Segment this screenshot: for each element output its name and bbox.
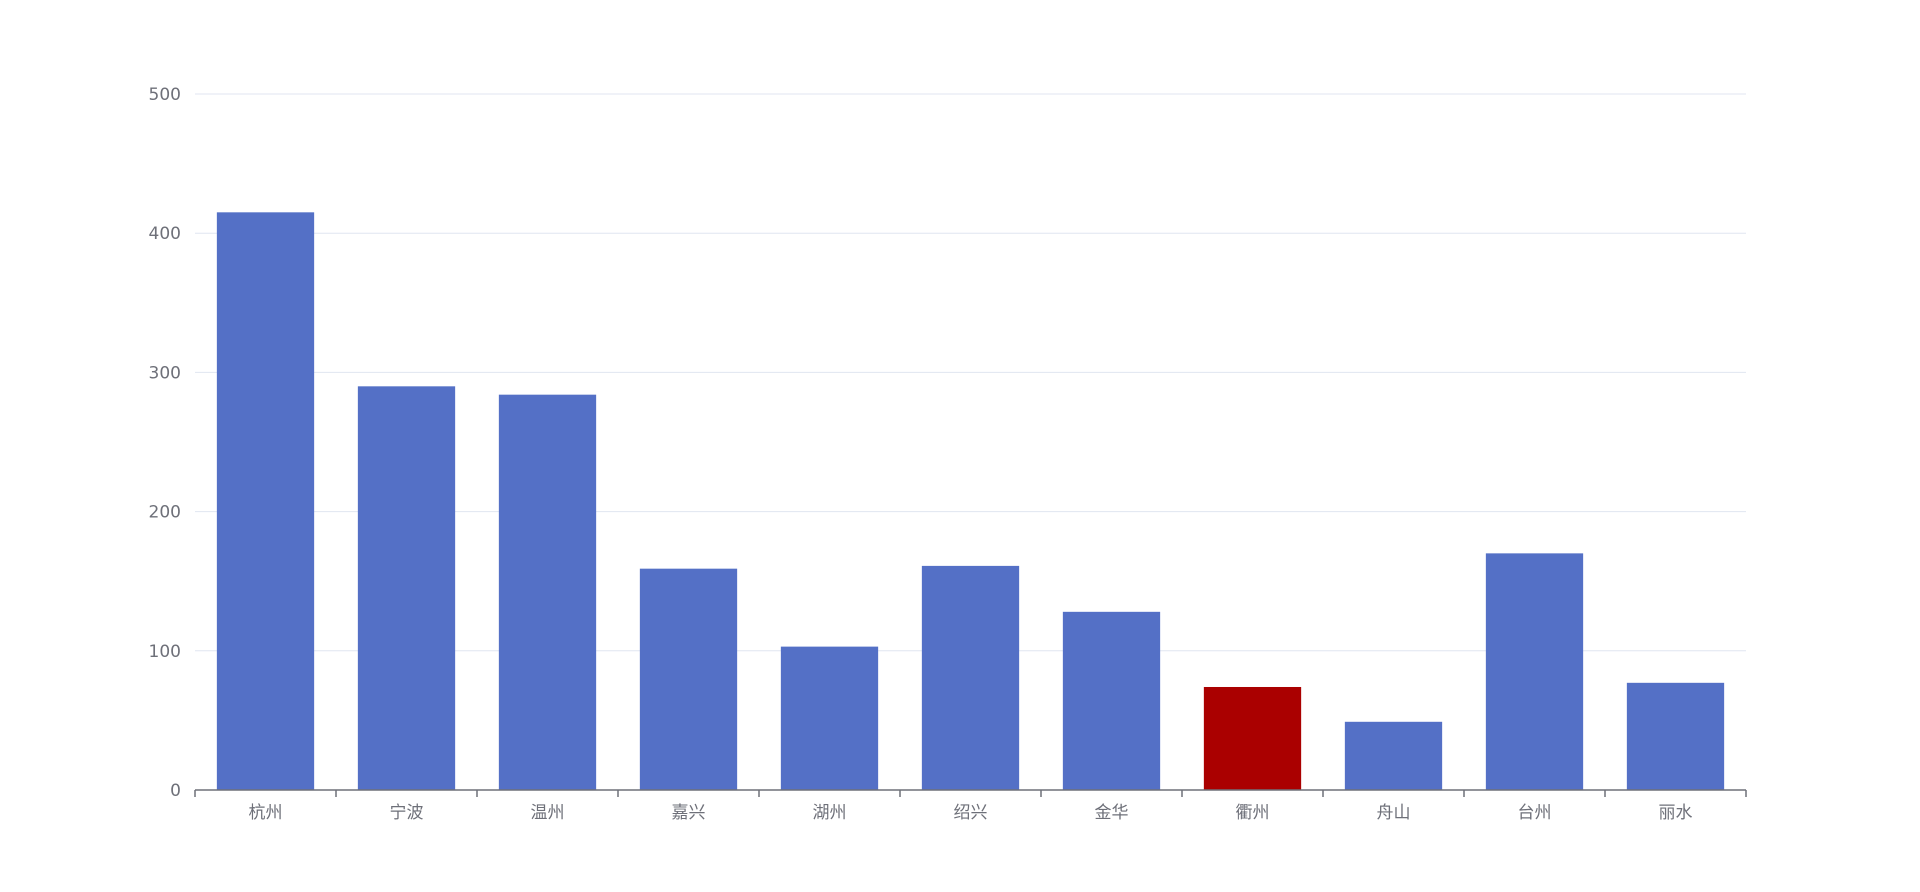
bar-8 <box>1344 721 1443 790</box>
x-tick-label: 丽水 <box>1659 803 1693 823</box>
bar-10 <box>1626 682 1725 790</box>
x-tick-label: 金华 <box>1095 803 1129 823</box>
x-axis: 杭州 宁波 温州 嘉兴 湖州 绍兴 金华 衢州 舟山 台州 丽水 <box>194 789 1747 823</box>
x-tick-label: 舟山 <box>1377 803 1411 823</box>
bar-5 <box>921 565 1020 790</box>
y-tick-label: 200 <box>149 503 181 523</box>
x-tick-label: 宁波 <box>390 803 424 823</box>
bar-1 <box>357 386 456 790</box>
y-tick-label: 0 <box>170 781 181 801</box>
bar-6 <box>1062 611 1161 790</box>
y-tick-label: 400 <box>149 224 181 244</box>
y-axis: 0 100 200 300 400 500 <box>149 85 181 801</box>
bars <box>216 212 1725 790</box>
y-tick-label: 100 <box>149 642 181 662</box>
x-tick-label: 衢州 <box>1236 802 1270 823</box>
x-tick-label: 湖州 <box>813 803 847 823</box>
x-tick-label: 杭州 <box>249 803 283 823</box>
x-tick-label: 温州 <box>531 803 565 823</box>
bar-2 <box>498 394 597 790</box>
bar-7 <box>1203 686 1302 790</box>
x-tick-label: 绍兴 <box>954 803 988 823</box>
bar-3 <box>639 568 738 790</box>
x-tick-label: 台州 <box>1518 803 1552 823</box>
bar-9 <box>1485 553 1584 790</box>
x-tick-label: 嘉兴 <box>672 803 706 823</box>
y-tick-label: 500 <box>149 85 181 105</box>
bar-0 <box>216 212 315 790</box>
y-tick-label: 300 <box>149 363 181 383</box>
bar-4 <box>780 646 879 790</box>
